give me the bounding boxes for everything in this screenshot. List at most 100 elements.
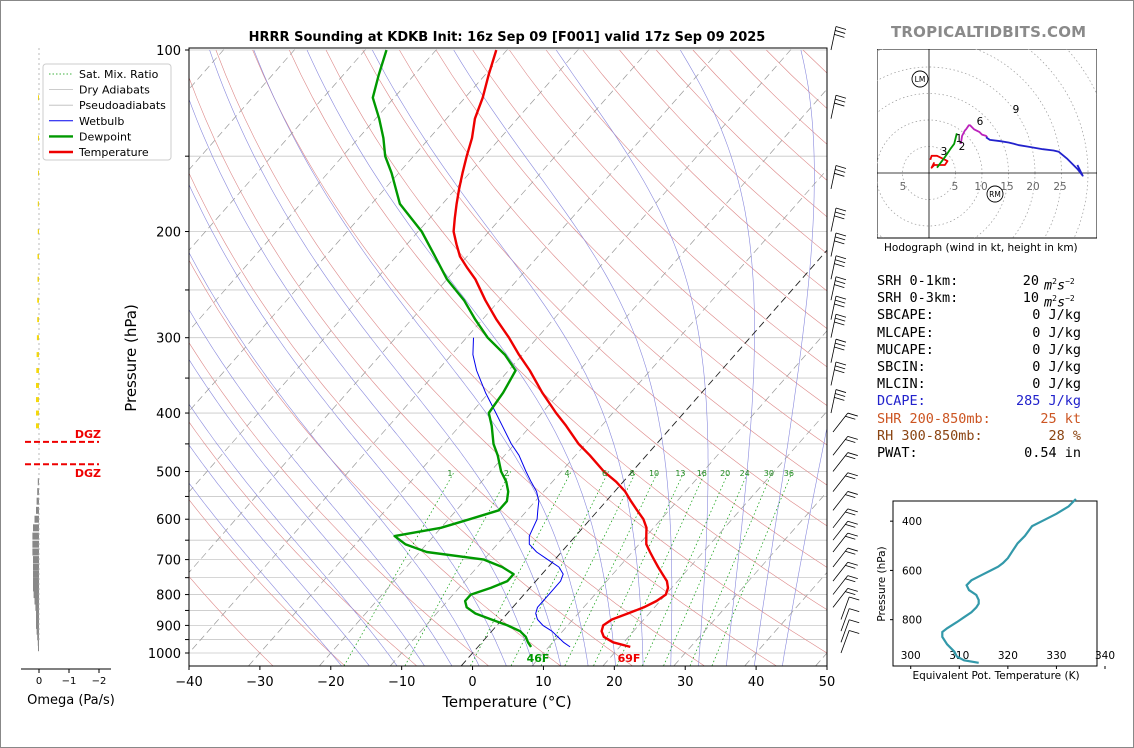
mixing-ratio-lines xyxy=(343,471,793,666)
isotherm xyxy=(531,330,827,666)
dry-adiabat xyxy=(472,49,827,406)
p-tick-label: 400 xyxy=(156,407,181,422)
y-axis-label: Pressure (hPa) xyxy=(122,304,140,412)
wind-barb xyxy=(832,520,858,541)
x-tick-label: −20 xyxy=(317,675,344,690)
omega-tick-label: −1 xyxy=(62,676,77,687)
brand-logo: TROPICALTIDBITS.COM xyxy=(891,23,1087,41)
param-value: 0 J/kg xyxy=(1032,358,1081,375)
legend-item: Temperature xyxy=(78,146,149,159)
x-tick-label: −30 xyxy=(246,675,273,690)
wind-barb xyxy=(832,508,858,529)
dry-adiabat xyxy=(252,49,827,654)
hodograph-traces xyxy=(929,124,1084,177)
omega-bar xyxy=(37,229,39,235)
param-label: SRH 0-3km: xyxy=(877,290,959,307)
omega-bar xyxy=(38,644,39,652)
dry-adiabats xyxy=(189,49,827,666)
param-row: SRH 0-3km: 10 m2s−2 xyxy=(877,290,1097,311)
wind-barb xyxy=(832,412,858,433)
isobars xyxy=(189,49,827,654)
mixing-ratio-label: 24 xyxy=(740,469,750,478)
param-label: SRH 0-1km: xyxy=(877,273,959,289)
mixing-ratio-label: 1 xyxy=(447,469,452,478)
dry-adiabat xyxy=(189,172,633,666)
param-row: MLCAPE: 0 J/kg xyxy=(877,325,1097,342)
theta-e-line xyxy=(941,498,1077,664)
p-tick-label: 500 xyxy=(156,465,181,480)
param-row: RH 300-850mb: 28 % xyxy=(877,428,1097,445)
hodo-trace-6-9km xyxy=(959,124,988,144)
p-tick-label: 600 xyxy=(156,513,181,528)
omega-bar xyxy=(32,532,39,540)
omega-bar xyxy=(33,570,39,578)
param-unit: m2s−2 xyxy=(1044,277,1075,294)
mixing-ratio-line xyxy=(642,471,730,666)
omega-bar xyxy=(36,616,39,624)
omega-bar xyxy=(36,410,39,416)
param-label: MUCAPE: xyxy=(877,341,934,358)
param-label: PWAT: xyxy=(877,444,918,461)
omega-bar xyxy=(36,506,39,514)
pseudoadiabat xyxy=(306,49,616,666)
hodo-trace-0-3km xyxy=(929,154,949,169)
param-label: MLCIN: xyxy=(877,376,926,393)
mixing-ratio-label: 6 xyxy=(602,469,607,478)
pseudoadiabat xyxy=(189,358,425,666)
plot-frame xyxy=(188,47,828,667)
param-value: 0 J/kg xyxy=(1032,376,1081,393)
mixing-ratio-labels: 1 2 4 6 8 10 13 16 20 24 30 36 xyxy=(447,469,794,478)
param-row: MLCIN: 0 J/kg xyxy=(877,376,1097,393)
dgz-label: DGZ xyxy=(75,467,101,480)
chart-title: HRRR Sounding at KDKB Init: 16z Sep 09 [… xyxy=(249,30,766,45)
pseudoadiabat xyxy=(209,49,562,666)
wind-barb xyxy=(832,575,858,595)
wind-barb xyxy=(830,361,847,386)
legend-item: Sat. Mix. Ratio xyxy=(79,68,159,81)
isotherm xyxy=(460,249,827,666)
omega-bar xyxy=(34,597,39,605)
hodo-ring-label: 5 xyxy=(900,181,907,193)
dry-adiabat xyxy=(215,49,777,666)
theta-frame xyxy=(892,500,1098,667)
param-row: SBCIN: 0 J/kg xyxy=(877,359,1097,376)
dgz-label: DGZ xyxy=(75,428,101,441)
legend-item: Wetbulb xyxy=(79,115,124,128)
param-row: DCAPE: 285 J/kg xyxy=(877,393,1097,410)
hodo-height-label: 3 xyxy=(941,146,948,158)
hodo-trace-3-6km xyxy=(936,133,958,169)
hodograph: 5 5 10 15 20 25 123 6 9 LM RM xyxy=(877,49,1097,239)
theta-y-tick-label: 400 xyxy=(902,516,922,528)
isotherm xyxy=(815,652,827,666)
omega-bar xyxy=(36,621,39,629)
param-row: PWAT: 0.54 in xyxy=(877,445,1097,462)
wind-barb xyxy=(840,630,860,654)
legend-item: Dry Adiabats xyxy=(79,84,150,97)
hodo-height-label: 9 xyxy=(1013,104,1020,116)
hodo-ring-label: 5 xyxy=(952,181,959,193)
wind-barb xyxy=(830,207,847,232)
parameter-table: SRH 0-1km: 20 m2s−2 SRH 0-3km: 10 m2s−2 SBCAPE… xyxy=(877,273,1097,462)
omega-bar xyxy=(34,515,39,523)
mixing-ratio-label: 10 xyxy=(649,469,659,478)
mixing-ratio-line xyxy=(470,471,572,666)
x-tick-label: −40 xyxy=(175,675,202,690)
temperature-ticks: −40 −30 −20 −10 0 10 20 30 40 50 xyxy=(175,666,835,690)
hodo-height-label: 1 xyxy=(956,133,963,145)
dry-adiabat xyxy=(766,49,827,109)
wind-barb xyxy=(832,547,858,568)
pseudoadiabat xyxy=(453,49,673,666)
wind-barb xyxy=(830,389,847,414)
dry-adiabat xyxy=(435,49,827,446)
x-tick-label: 10 xyxy=(535,675,552,690)
param-value: 0 J/kg xyxy=(1032,341,1081,358)
pseudoadiabat xyxy=(189,309,453,666)
wind-barb xyxy=(830,255,847,280)
param-row: SRH 0-1km: 20 m2s−2 xyxy=(877,273,1097,294)
p-tick-label: 1000 xyxy=(148,647,181,662)
omega-bar xyxy=(33,556,39,564)
storm-marker-label: LM xyxy=(915,75,926,84)
p-tick-label: 800 xyxy=(156,589,181,604)
skewt-chart: HRRR Sounding at KDKB Init: 16z Sep 09 [… xyxy=(42,26,860,711)
pseudoadiabat xyxy=(189,482,342,666)
